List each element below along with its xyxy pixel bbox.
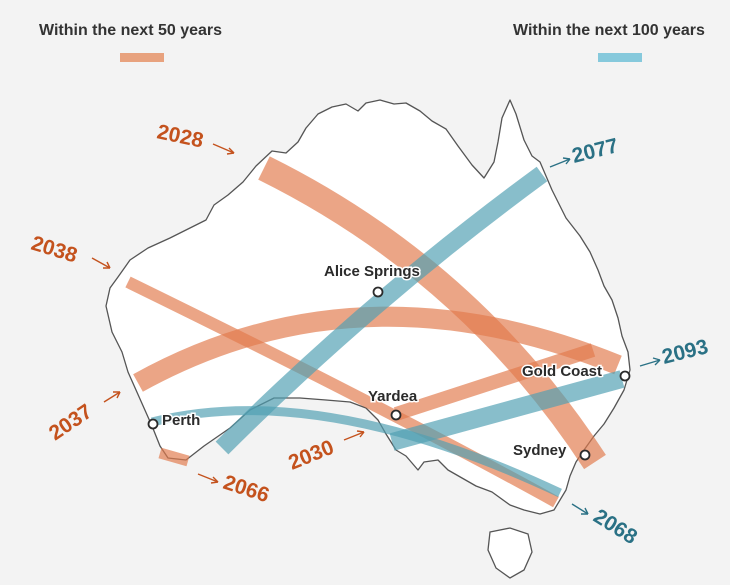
year-label-2038: 2038 — [29, 232, 81, 268]
legend-label-100-years: Within the next 100 years — [513, 22, 705, 39]
city-markers: Alice Springs Yardea Perth Gold Coast Sy… — [147, 262, 631, 461]
city-marker-gold-coast — [619, 370, 631, 382]
year-label-2077: 2077 — [570, 134, 621, 168]
arrow-2077 — [549, 157, 571, 168]
city-marker-alice-springs — [372, 286, 384, 298]
city-label-perth: Perth — [162, 412, 200, 429]
city-label-sydney: Sydney — [513, 442, 567, 459]
year-label-2093: 2093 — [660, 335, 711, 369]
eclipse-paths — [125, 156, 625, 508]
year-label-2068: 2068 — [589, 505, 641, 549]
city-marker-perth — [147, 418, 159, 430]
arrow-2037 — [103, 391, 121, 403]
tasmania-outline — [487, 527, 533, 579]
arrow-2030 — [343, 430, 365, 441]
year-label-2028: 2028 — [155, 120, 206, 152]
arrow-2038 — [91, 257, 111, 269]
arrow-2093 — [639, 357, 661, 367]
eclipse-path-2068 — [150, 406, 562, 498]
legend-swatch-100-years — [598, 53, 642, 62]
arrow-2028 — [212, 143, 235, 155]
eclipse-path-2066 — [158, 447, 190, 467]
year-label-2030: 2030 — [285, 436, 337, 475]
year-label-2066: 2066 — [220, 471, 272, 507]
eclipse-path-2028 — [258, 156, 606, 470]
city-marker-sydney — [579, 449, 591, 461]
city-marker-yardea — [390, 409, 402, 421]
arrow-2068 — [571, 503, 589, 515]
legend-swatch-50-years — [120, 53, 164, 62]
legend-label-50-years: Within the next 50 years — [39, 22, 223, 39]
city-label-yardea: Yardea — [368, 388, 418, 405]
arrow-2066 — [197, 473, 219, 484]
eclipse-path-2038 — [125, 276, 559, 508]
year-label-2037: 2037 — [45, 400, 97, 445]
city-label-gold-coast: Gold Coast — [522, 363, 602, 380]
eclipse-path-2093 — [389, 370, 625, 451]
city-label-alice-springs: Alice Springs — [324, 263, 420, 280]
eclipse-path-2030 — [393, 343, 596, 421]
